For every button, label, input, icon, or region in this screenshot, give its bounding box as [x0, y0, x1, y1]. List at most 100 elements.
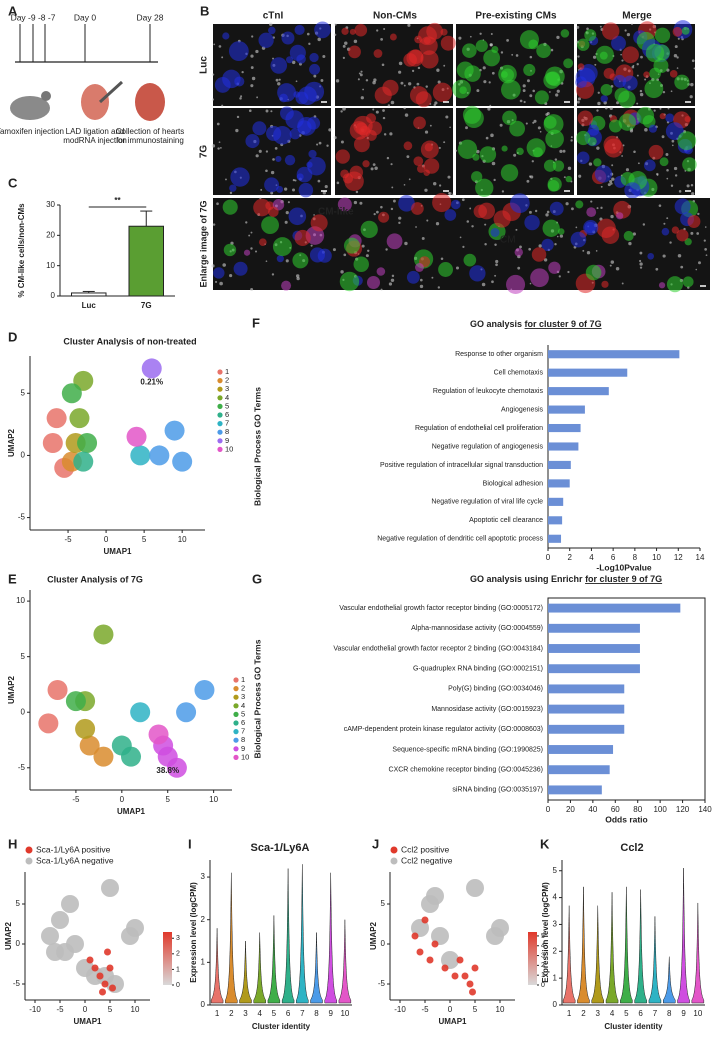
stain [261, 216, 279, 235]
tissue-speck [490, 133, 494, 138]
bar [548, 623, 640, 633]
category-label: Negative regulation of angiogenesis [432, 443, 544, 450]
x-tick-label: -10 [29, 1005, 41, 1014]
legend-swatch [25, 857, 33, 865]
tissue-speck [438, 146, 441, 150]
cluster-point [149, 445, 170, 466]
tissue-speck [499, 123, 503, 127]
tissue-speck [437, 286, 441, 289]
tissue-speck [373, 78, 377, 82]
legend-swatch [217, 386, 223, 392]
stain [516, 147, 524, 156]
stain [500, 79, 521, 100]
stain [604, 138, 624, 158]
x-tick-label: 7G [141, 301, 152, 310]
syringe [98, 80, 124, 104]
cell-point [126, 919, 144, 937]
x-tick-label: 80 [633, 805, 642, 814]
chart-title: GO analysis using Enrichr for cluster 9 … [470, 574, 662, 584]
x-tick-label: 8 [314, 1009, 319, 1018]
tissue-speck [515, 54, 519, 57]
tissue-speck [403, 84, 406, 87]
tissue-speck [691, 192, 695, 196]
tissue-speck [407, 23, 411, 27]
stain [501, 145, 508, 152]
stain [514, 248, 523, 257]
stain [279, 93, 288, 103]
bar [71, 292, 107, 297]
tissue-speck [567, 270, 570, 274]
legend-swatch [217, 446, 223, 452]
stain [658, 282, 666, 289]
stain [648, 124, 657, 133]
bar [548, 785, 602, 795]
tissue-speck [639, 266, 643, 269]
legend-label: 9 [225, 436, 229, 445]
annotation: CM [500, 235, 516, 246]
tissue-speck [680, 265, 684, 269]
tissue-speck [426, 219, 429, 222]
stain [286, 56, 294, 64]
tissue-speck [639, 251, 643, 255]
stain [415, 91, 432, 108]
tissue-speck [595, 250, 598, 252]
cluster-point [79, 735, 100, 756]
tissue-speck [490, 32, 493, 35]
stain [374, 86, 392, 104]
colorbar-label: 1 [541, 972, 545, 979]
x-tick-label: 0 [546, 805, 551, 814]
stain [502, 110, 517, 126]
tissue-speck [285, 211, 289, 215]
tissue-speck [376, 29, 379, 32]
stain [398, 194, 415, 212]
stain [432, 82, 453, 103]
bar [548, 368, 628, 377]
tissue-speck [373, 212, 376, 216]
stain [483, 49, 501, 67]
violin [577, 886, 590, 1004]
tissue-speck [556, 35, 560, 40]
colorbar-label: 1 [176, 966, 180, 973]
tissue-speck [494, 243, 497, 247]
tissue-speck [620, 53, 622, 56]
violin [296, 864, 309, 1004]
legend-label: 3 [225, 384, 229, 393]
tissue-speck [639, 92, 644, 97]
stain [659, 157, 669, 167]
legend-swatch [390, 857, 398, 865]
tissue-speck [260, 188, 263, 191]
y-tick-label: 0 [51, 291, 56, 300]
tissue-speck [489, 43, 493, 47]
stain [672, 26, 683, 37]
tissue-speck [277, 82, 281, 86]
stain [373, 49, 383, 58]
violin [605, 892, 619, 1004]
tissue-speck [461, 198, 465, 202]
legend-swatch [390, 846, 398, 854]
bar [548, 644, 640, 653]
panel-letter: A [8, 3, 18, 18]
stain [415, 263, 424, 272]
tissue-speck [295, 80, 298, 83]
tissue-speck [239, 97, 242, 100]
tissue-speck [691, 59, 695, 63]
x-tick-label: 6 [638, 1009, 643, 1018]
x-tick-label: 10 [131, 1005, 140, 1014]
column-header: Non-CMs [373, 11, 417, 22]
cell-point [106, 964, 114, 972]
stain [343, 237, 360, 254]
tissue-speck [269, 22, 273, 26]
tissue-speck [447, 175, 451, 179]
step-label: Tamoxifen injection [0, 127, 65, 136]
stain [440, 35, 456, 51]
tissue-speck [248, 234, 251, 237]
tissue-speck [690, 184, 694, 187]
legend-label: 8 [225, 427, 229, 436]
tissue-speck [398, 61, 403, 66]
cell-point [426, 956, 434, 964]
stain [464, 65, 481, 82]
tissue-speck [609, 264, 612, 267]
colorbar-label: 2 [176, 951, 180, 958]
stain [273, 125, 292, 145]
stain [577, 38, 590, 51]
